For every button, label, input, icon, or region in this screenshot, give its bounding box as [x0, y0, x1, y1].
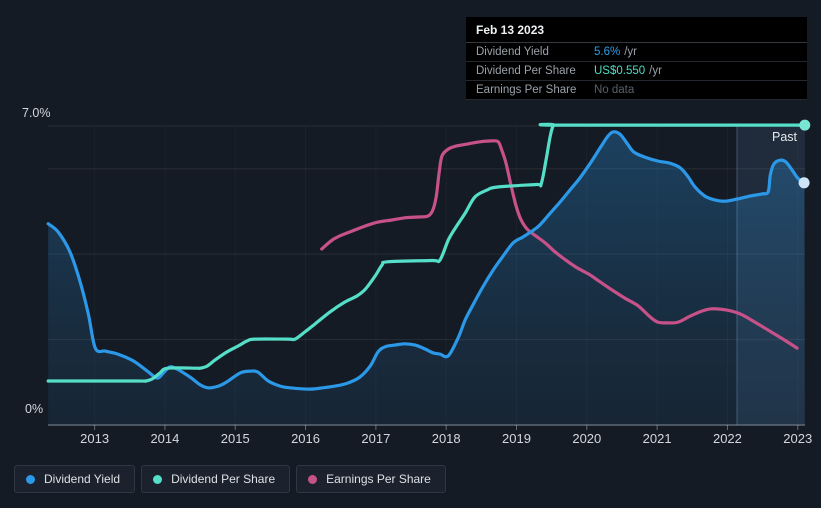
legend-dot-icon	[308, 474, 318, 484]
legend-dot-icon	[153, 474, 163, 484]
y-axis-zero-label: 0%	[25, 402, 44, 416]
x-tick-label: 2022	[712, 431, 742, 446]
series-line-dividend-yield	[46, 130, 806, 391]
y-axis-max-label: 7.0%	[22, 106, 51, 120]
x-tick-label: 2016	[291, 431, 320, 446]
legend-item-dividend-per-share[interactable]: Dividend Per Share	[141, 465, 291, 493]
x-tick-label: 2020	[572, 431, 602, 446]
tooltip-row-unit: /yr	[649, 65, 662, 77]
x-tick-label: 2021	[642, 431, 672, 446]
tooltip-row-label: Dividend Per Share	[476, 65, 576, 77]
tooltip-row-value: 5.6%	[594, 46, 621, 58]
past-region-label: Past	[771, 130, 797, 144]
tooltip-row-label: Earnings Per Share	[476, 84, 577, 96]
x-tick-label: 2019	[502, 431, 531, 446]
legend-item-label: Dividend Per Share	[171, 472, 276, 486]
tooltip-date: Feb 13 2023	[466, 17, 807, 43]
x-tick-label: 2018	[431, 431, 461, 446]
tooltip-row-label: Dividend Yield	[476, 46, 549, 58]
series-end-marker	[799, 119, 811, 131]
legend-item-label: Earnings Per Share	[326, 472, 431, 486]
series-line-dividend-per-share	[46, 122, 807, 383]
x-tick-label: 2014	[150, 431, 180, 446]
legend-item-label: Dividend Yield	[44, 472, 121, 486]
tooltip-row-dividend-per-share: Dividend Per Share US$0.550 /yr	[466, 62, 807, 81]
x-tick-label: 2017	[361, 431, 391, 446]
series-end-marker	[798, 177, 810, 189]
x-tick-label: 2015	[220, 431, 250, 446]
legend-item-earnings-per-share[interactable]: Earnings Per Share	[296, 465, 446, 493]
x-tick-label: 2013	[80, 431, 110, 446]
x-tick-label: 2023	[783, 431, 813, 446]
tooltip-row-value: US$0.550	[594, 65, 646, 77]
tooltip-row-value: No data	[594, 84, 635, 96]
chart-legend: Dividend Yield Dividend Per Share Earnin…	[14, 465, 446, 493]
series-line-earnings-per-share	[320, 139, 799, 350]
chart-tooltip: Feb 13 2023 Dividend Yield 5.6% /yr Divi…	[466, 17, 807, 100]
dividend-yield-area	[48, 131, 805, 425]
tooltip-row-earnings-per-share: Earnings Per Share No data	[466, 81, 807, 100]
tooltip-row-unit: /yr	[624, 46, 637, 58]
tooltip-row-dividend-yield: Dividend Yield 5.6% /yr	[466, 43, 807, 62]
legend-dot-icon	[26, 474, 35, 484]
legend-item-dividend-yield[interactable]: Dividend Yield	[14, 465, 136, 493]
